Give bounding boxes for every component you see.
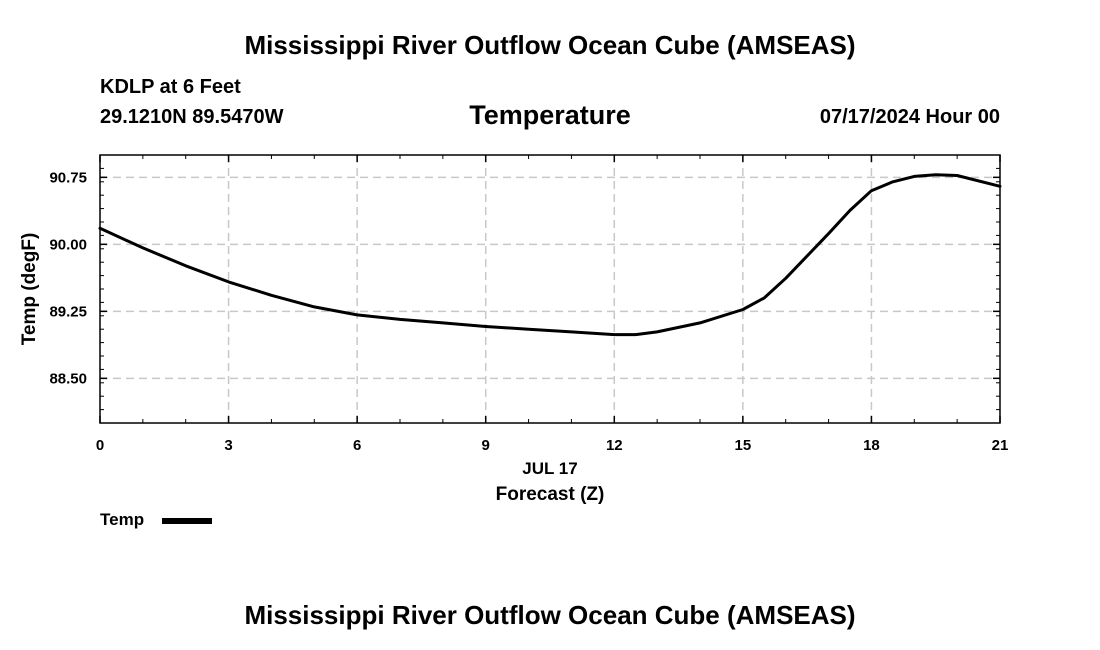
footer-title: Mississippi River Outflow Ocean Cube (AM… — [244, 600, 856, 630]
data-point — [313, 305, 316, 309]
data-point — [634, 333, 637, 336]
x-tick-label: 15 — [735, 437, 752, 454]
y-tick-label: 88.50 — [49, 370, 87, 387]
data-point — [355, 313, 359, 317]
chart-subtitle: Temperature — [469, 100, 631, 130]
x-tick-label: 0 — [96, 437, 104, 454]
y-axis-label: Temp (degF) — [19, 233, 40, 346]
data-point — [934, 173, 937, 176]
data-point — [870, 189, 873, 192]
data-point — [655, 330, 659, 334]
data-point — [698, 321, 702, 325]
x-axis-date-label: JUL 17 — [522, 459, 577, 478]
data-point — [398, 318, 402, 321]
chart-title: Mississippi River Outflow Ocean Cube (AM… — [244, 30, 856, 60]
station-label: KDLP at 6 Feet — [100, 76, 241, 98]
legend-swatch — [162, 518, 212, 524]
data-point — [441, 321, 445, 325]
data-point — [827, 232, 830, 235]
data-point — [613, 333, 616, 336]
data-point — [270, 294, 273, 297]
series-layer — [98, 173, 1002, 337]
data-point — [848, 209, 852, 212]
data-point — [141, 246, 145, 250]
data-point — [184, 264, 187, 267]
x-tick-label: 18 — [863, 437, 880, 454]
y-tick-label: 90.75 — [49, 169, 87, 186]
x-tick-label: 3 — [224, 437, 232, 454]
legend-label: Temp — [100, 510, 145, 529]
data-point — [527, 328, 530, 331]
x-axis-label: Forecast (Z) — [496, 484, 605, 505]
data-point — [570, 330, 573, 334]
ticks: 0 3 6 9 12 15 18 21 88.50 89.25 90.00 90.75 — [49, 155, 1008, 454]
y-tick-label: 89.25 — [49, 303, 87, 320]
data-point — [763, 296, 766, 300]
x-tick-label: 21 — [992, 437, 1009, 454]
x-tick-label: 12 — [606, 437, 623, 454]
data-point — [955, 174, 959, 177]
forecast-datetime: 07/17/2024 Hour 00 — [819, 106, 1000, 128]
x-tick-label: 9 — [482, 437, 490, 454]
data-point — [784, 277, 787, 280]
data-point — [484, 325, 487, 328]
station-coordinates: 29.1210N 89.5470W — [100, 106, 284, 128]
y-tick-label: 90.00 — [49, 236, 87, 253]
data-point — [227, 280, 230, 284]
data-point — [741, 308, 745, 311]
data-point — [891, 180, 895, 183]
data-point — [913, 175, 916, 178]
grid — [100, 155, 1000, 423]
x-tick-label: 6 — [353, 437, 361, 454]
